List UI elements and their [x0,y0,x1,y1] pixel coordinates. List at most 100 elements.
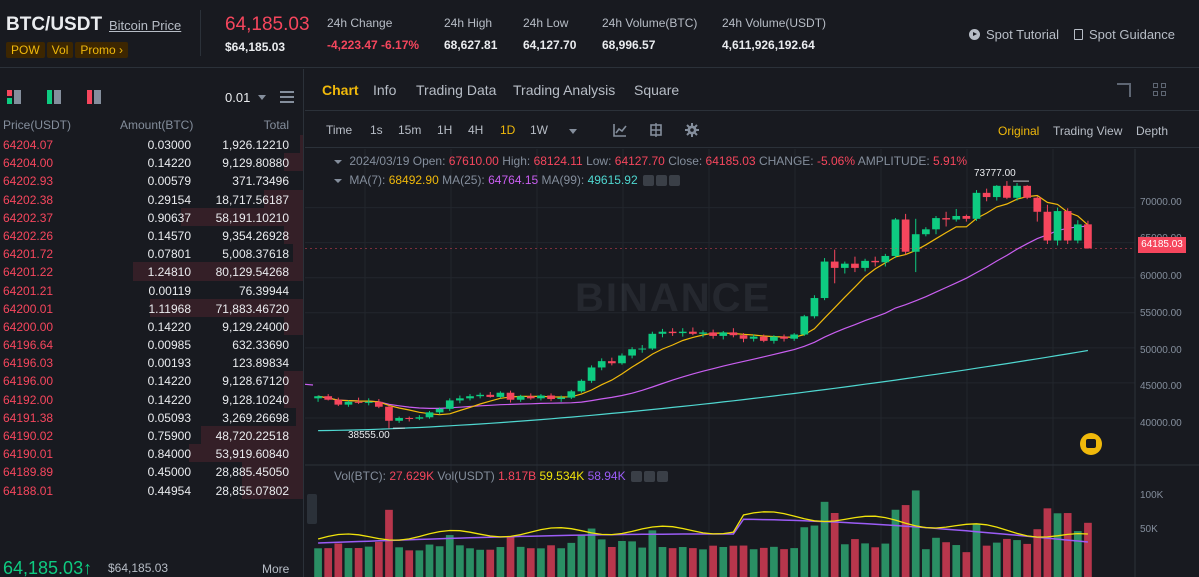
volume-bar [618,541,626,577]
view-trading-view[interactable]: Trading View [1053,124,1123,138]
ask-row[interactable]: 64202.37 0.90637 58,191.10210 [0,207,303,226]
tag-vol[interactable]: Vol [46,42,74,58]
candle-body [324,396,333,400]
pair-title[interactable]: BTC/USDT [6,14,103,35]
ask-row[interactable]: 64192.00 0.14220 9,128.10240 [0,389,303,408]
tag-promo[interactable]: Promo › [75,42,129,58]
tf-time[interactable]: Time [326,123,353,137]
ask-row[interactable]: 64188.01 0.44954 28,855.07802 [0,480,303,499]
ask-row[interactable]: 64202.93 0.00579 371.73496 [0,171,303,189]
layout-grid-icon[interactable] [1153,83,1167,97]
ask-row[interactable]: 64196.64 0.00985 632.33690 [0,335,303,353]
chevron-down-icon[interactable] [334,159,342,164]
eye-icon[interactable] [630,471,642,483]
ask-row[interactable]: 64196.03 0.00193 123.89834 [0,353,303,371]
tf-1h[interactable]: 1H [437,123,453,137]
book-last-price-usd: $64,185.03 [108,561,169,575]
candle-body [830,261,839,268]
candle-body [749,336,758,339]
candle-body [840,263,849,268]
col-amount: Amount(BTC) [120,118,194,132]
close-icon[interactable] [668,175,680,187]
tf-1d[interactable]: 1D [500,123,516,137]
tf-4h[interactable]: 4H [468,123,484,137]
bitcoin-price-link[interactable]: Bitcoin Price [109,18,182,33]
candle-body [496,392,505,397]
ask-row[interactable]: 64201.22 1.24810 80,129.54268 [0,262,303,281]
stat-24h-change: 24h Change -4,223.47 -6.17% [327,16,419,52]
spot-guidance-link[interactable]: Spot Guidance [1074,27,1175,42]
chevron-down-icon[interactable] [569,129,577,134]
candle-body [628,349,636,356]
vol-btc-label: Vol(BTC): [334,469,387,483]
tab-info[interactable]: Info [373,82,397,98]
eye-icon[interactable] [642,175,654,187]
volume-bar [557,548,566,577]
ask-row[interactable]: 64200.00 0.14220 9,129.24000 [0,316,303,336]
candle-body [689,331,697,334]
more-link[interactable]: More [262,562,290,576]
candle-body [780,336,788,339]
candle-body [922,229,930,235]
indicator-icon[interactable] [613,123,627,137]
ma7-label: MA(7): [349,173,386,187]
candlestick-chart[interactable] [305,149,1199,577]
view-original[interactable]: Original [998,124,1040,138]
volume-bar [526,548,535,577]
tick-size-select[interactable]: 0.01 [225,90,251,105]
book-settings-icon[interactable] [280,91,294,103]
tab-trading-data[interactable]: Trading Data [416,82,497,98]
chevron-down-icon[interactable] [258,95,266,100]
book-mode-both-icon[interactable] [7,90,21,104]
expand-icon[interactable] [1117,83,1131,97]
candle-body [537,395,545,399]
view-depth[interactable]: Depth [1136,124,1169,138]
candle-body [800,316,809,335]
volume-bar [395,547,403,577]
ask-total: 28,855.07802 [215,483,289,498]
volume-bar [658,547,667,577]
tf-1w[interactable]: 1W [530,123,548,137]
tab-chart[interactable]: Chart [322,82,359,98]
low-label: Low: [586,154,612,168]
ask-row[interactable]: 64190.02 0.75900 48,720.22518 [0,426,303,445]
depth-bar [292,244,303,263]
ask-row[interactable]: 64191.38 0.05093 3,269.26698 [0,407,303,426]
candle-style-icon[interactable] [649,123,663,137]
ask-price: 64202.37 [3,210,54,225]
spot-tutorial-link[interactable]: Spot Tutorial [969,27,1059,42]
chevron-down-icon[interactable] [334,178,342,183]
depth-bar [133,262,303,281]
candle-body [476,394,484,397]
ask-row[interactable]: 64201.21 0.00119 76.39944 [0,281,303,299]
tab-square[interactable]: Square [634,82,680,98]
tf-15m[interactable]: 15m [398,123,422,137]
y-axis-label: 45000.00 [1140,381,1182,392]
ask-row[interactable]: 64196.00 0.14220 9,128.67120 [0,371,303,390]
tag-pow[interactable]: POW [6,42,45,58]
depth-bar [189,444,303,463]
close-icon[interactable] [656,471,668,483]
book-mode-bids-icon[interactable] [47,90,61,104]
depth-bar [241,480,303,499]
floating-action-icon[interactable] [1080,433,1102,455]
candle-body [952,215,961,220]
tf-1s[interactable]: 1s [370,123,383,137]
ask-row[interactable]: 64190.01 0.84000 53,919.60840 [0,444,303,463]
tab-trading-analysis[interactable]: Trading Analysis [513,82,616,98]
stat-label: 24h Low [523,16,569,30]
volume-bar [324,548,333,577]
book-mode-asks-icon[interactable] [87,90,101,104]
ask-row[interactable]: 64204.07 0.03000 1,926.12210 [0,135,303,154]
volume-bar [1073,531,1082,577]
ask-row[interactable]: 64201.72 0.07801 5,008.37618 [0,244,303,263]
gear-icon[interactable] [685,123,699,137]
settings-icon[interactable] [643,471,655,483]
ask-row[interactable]: 64202.38 0.29154 18,717.56187 [0,189,303,208]
ma25-value: 64764.15 [488,173,539,187]
settings-icon[interactable] [655,175,667,187]
ask-row[interactable]: 64189.89 0.45000 28,885.45050 [0,462,303,481]
ask-row[interactable]: 64202.26 0.14570 9,354.26928 [0,225,303,245]
ask-row[interactable]: 64200.01 1.11968 71,883.46720 [0,298,303,317]
ask-row[interactable]: 64204.00 0.14220 9,129.80880 [0,153,303,172]
